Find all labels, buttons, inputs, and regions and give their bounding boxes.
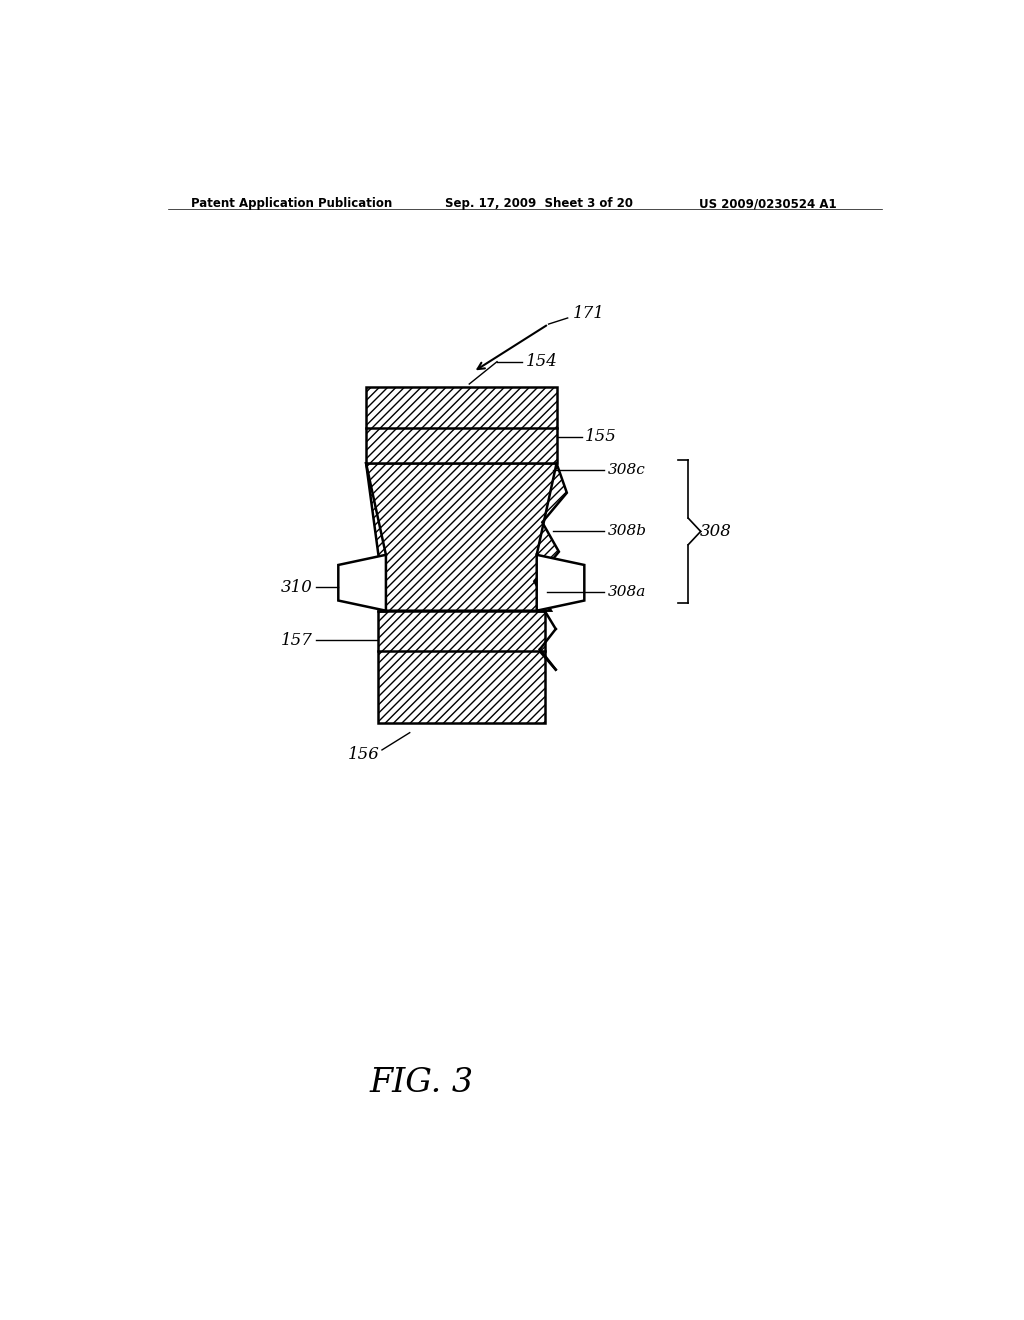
Text: Sep. 17, 2009  Sheet 3 of 20: Sep. 17, 2009 Sheet 3 of 20 <box>445 197 634 210</box>
Text: US 2009/0230524 A1: US 2009/0230524 A1 <box>699 197 837 210</box>
Text: 308a: 308a <box>607 585 646 599</box>
Polygon shape <box>367 387 557 463</box>
Polygon shape <box>338 554 386 611</box>
Text: 154: 154 <box>525 354 557 370</box>
Polygon shape <box>378 611 545 722</box>
Text: 310: 310 <box>281 579 313 595</box>
Text: 156: 156 <box>348 746 380 763</box>
Polygon shape <box>367 463 567 611</box>
Text: 171: 171 <box>572 305 604 322</box>
Text: 308b: 308b <box>607 524 646 539</box>
Text: 155: 155 <box>585 429 617 445</box>
Text: 308c: 308c <box>607 463 645 478</box>
Text: Patent Application Publication: Patent Application Publication <box>191 197 393 210</box>
Polygon shape <box>537 554 585 611</box>
Text: 308: 308 <box>699 523 731 540</box>
Text: FIG. 3: FIG. 3 <box>370 1068 474 1100</box>
Text: 157: 157 <box>281 632 313 648</box>
